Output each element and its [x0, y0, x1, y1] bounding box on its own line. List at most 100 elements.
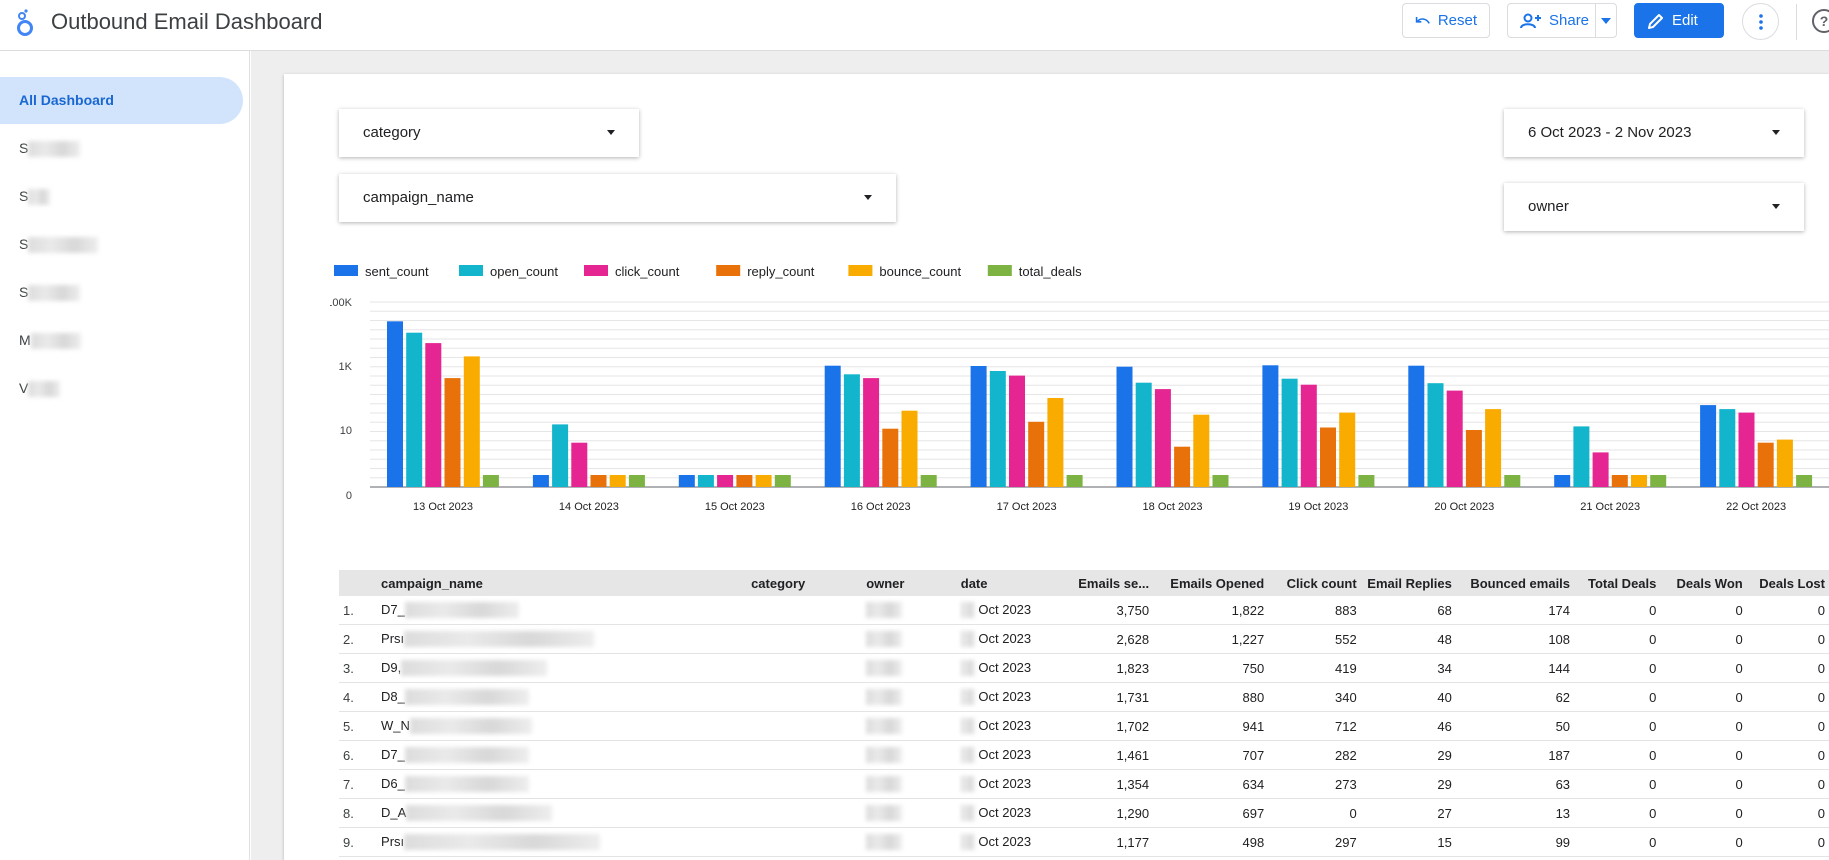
column-header-deals-lost[interactable]: Deals Lost [1746, 570, 1829, 596]
bar-open_count[interactable] [552, 424, 569, 487]
category-filter[interactable]: category [339, 109, 639, 157]
legend-label[interactable]: bounce_count [879, 265, 961, 279]
bar-click_count[interactable] [1300, 384, 1317, 487]
bar-total_deals[interactable] [482, 475, 499, 487]
bar-reply_count[interactable] [1320, 427, 1336, 488]
bar-total_deals[interactable] [1796, 475, 1813, 487]
bar-bounce_count[interactable] [1193, 414, 1210, 487]
legend-label[interactable]: total_deals [1019, 265, 1082, 279]
bar-bounce_count[interactable] [1485, 409, 1502, 487]
bar-sent_count[interactable] [678, 475, 695, 487]
bar-click_count[interactable] [1009, 375, 1025, 487]
owner-filter[interactable]: owner [1504, 183, 1804, 231]
bar-total_deals[interactable] [1358, 475, 1375, 487]
edit-button[interactable]: Edit [1634, 3, 1724, 38]
bar-bounce_count[interactable] [1776, 439, 1793, 487]
bar-bounce_count[interactable] [463, 356, 480, 487]
campaign-name-filter[interactable]: campaign_name [339, 174, 896, 222]
legend-label[interactable]: open_count [490, 265, 558, 279]
bar-reply_count[interactable] [736, 475, 753, 487]
bar-sent_count[interactable] [824, 365, 841, 487]
bar-bounce_count[interactable] [901, 410, 918, 487]
share-button[interactable]: Share [1507, 3, 1617, 38]
bar-reply_count[interactable] [1028, 421, 1045, 487]
table-row[interactable]: 9. Prsı Oct 2023 1,177 498 297 15 99 0 0 0 [339, 827, 1829, 857]
column-header-bounced-emails[interactable]: Bounced emails [1455, 570, 1575, 596]
sidebar-item-all-dashboard[interactable]: All Dashboard [0, 77, 243, 124]
bar-click_count[interactable] [717, 475, 734, 487]
table-row[interactable]: 4. D8_ Oct 2023 1,731 880 340 40 62 0 0 0 [339, 682, 1829, 712]
bar-sent_count[interactable] [1408, 365, 1425, 487]
table-row[interactable]: 8. D_A Oct 2023 1,290 697 0 27 13 0 0 0 [339, 798, 1829, 828]
share-dropdown-icon[interactable] [1595, 4, 1616, 37]
bar-open_count[interactable] [843, 374, 860, 487]
bar-total_deals[interactable] [774, 475, 791, 487]
bar-total_deals[interactable] [1212, 475, 1229, 487]
bar-open_count[interactable] [1427, 383, 1444, 487]
legend-label[interactable]: reply_count [747, 265, 815, 279]
bar-reply_count[interactable] [882, 428, 899, 487]
column-header-campaign-name[interactable]: campaign_name [377, 570, 748, 596]
table-row[interactable]: 3. D9, Oct 2023 1,823 750 419 34 144 0 0 0 [339, 653, 1829, 683]
bar-click_count[interactable] [1738, 412, 1755, 487]
bar-click_count[interactable] [1592, 452, 1609, 487]
bar-total_deals[interactable] [920, 475, 937, 487]
bar-total_deals[interactable] [1066, 475, 1083, 487]
bar-click_count[interactable] [1154, 389, 1171, 487]
table-row[interactable]: 5. W_N Oct 2023 1,702 941 712 46 50 0 0 0 [339, 711, 1829, 741]
column-header-click-count[interactable]: Click count [1268, 570, 1361, 596]
bar-total_deals[interactable] [628, 475, 645, 487]
bar-open_count[interactable] [406, 332, 423, 487]
table-row[interactable]: 2. Prsı Oct 2023 2,628 1,227 552 48 108 0 0 0 [339, 624, 1829, 654]
column-header-owner[interactable]: owner [862, 570, 957, 596]
help-icon[interactable]: ? [1812, 9, 1829, 33]
column-header-deals-won[interactable]: Deals Won [1660, 570, 1747, 596]
bar-open_count[interactable] [989, 371, 1006, 487]
column-header-email-replies[interactable]: Email Replies [1360, 570, 1456, 596]
bar-open_count[interactable] [1573, 426, 1590, 487]
bar-reply_count[interactable] [1757, 442, 1774, 487]
column-header-emails-sent[interactable]: Emails se... [1052, 570, 1154, 596]
bar-reply_count[interactable] [1174, 446, 1191, 487]
reset-button[interactable]: Reset [1402, 3, 1490, 38]
bar-bounce_count[interactable] [1631, 475, 1647, 487]
bar-total_deals[interactable] [1504, 475, 1521, 487]
bar-click_count[interactable] [1446, 390, 1463, 487]
bar-click_count[interactable] [863, 378, 880, 487]
sidebar-item-page-5[interactable]: S [0, 269, 243, 316]
bar-sent_count[interactable] [532, 475, 549, 487]
sidebar-item-page-6[interactable]: M [0, 317, 243, 364]
legend-label[interactable]: click_count [615, 265, 680, 279]
column-header-total-deals[interactable]: Total Deals [1574, 570, 1661, 596]
bar-click_count[interactable] [425, 343, 442, 487]
bar-reply_count[interactable] [1611, 475, 1628, 487]
table-row[interactable]: 6. D7_ Oct 2023 1,461 707 282 29 187 0 0 0 [339, 740, 1829, 770]
bar-sent_count[interactable] [387, 321, 403, 487]
bar-bounce_count[interactable] [755, 475, 772, 487]
bar-sent_count[interactable] [1116, 366, 1133, 487]
sidebar-item-page-7[interactable]: V [0, 365, 243, 412]
table-row[interactable]: 7. D6_ Oct 2023 1,354 634 273 29 63 0 0 0 [339, 769, 1829, 799]
bar-reply_count[interactable] [444, 378, 461, 487]
bar-reply_count[interactable] [1465, 430, 1482, 487]
more-options-button[interactable] [1742, 3, 1779, 40]
bar-click_count[interactable] [571, 442, 588, 487]
bar-open_count[interactable] [1281, 378, 1298, 487]
bar-reply_count[interactable] [590, 475, 607, 487]
bar-sent_count[interactable] [1554, 475, 1571, 487]
column-header-emails-opened[interactable]: Emails Opened [1153, 570, 1269, 596]
table-row[interactable]: 1. D7_ Oct 2023 3,750 1,822 883 68 174 0 0 0 [339, 596, 1829, 625]
sidebar-item-page-2[interactable]: S [0, 125, 243, 172]
bar-sent_count[interactable] [1700, 405, 1717, 487]
legend-label[interactable]: sent_count [365, 265, 429, 279]
bar-open_count[interactable] [1135, 382, 1152, 487]
sidebar-item-page-3[interactable]: S [0, 173, 243, 220]
column-header-date[interactable]: date [956, 570, 1053, 596]
column-header-category[interactable]: category [747, 570, 863, 596]
bar-bounce_count[interactable] [1339, 412, 1356, 487]
bar-open_count[interactable] [697, 475, 714, 487]
date-range-filter[interactable]: 6 Oct 2023 - 2 Nov 2023 [1504, 109, 1804, 157]
bar-bounce_count[interactable] [1047, 398, 1064, 487]
bar-open_count[interactable] [1719, 409, 1736, 487]
bar-sent_count[interactable] [970, 366, 987, 487]
